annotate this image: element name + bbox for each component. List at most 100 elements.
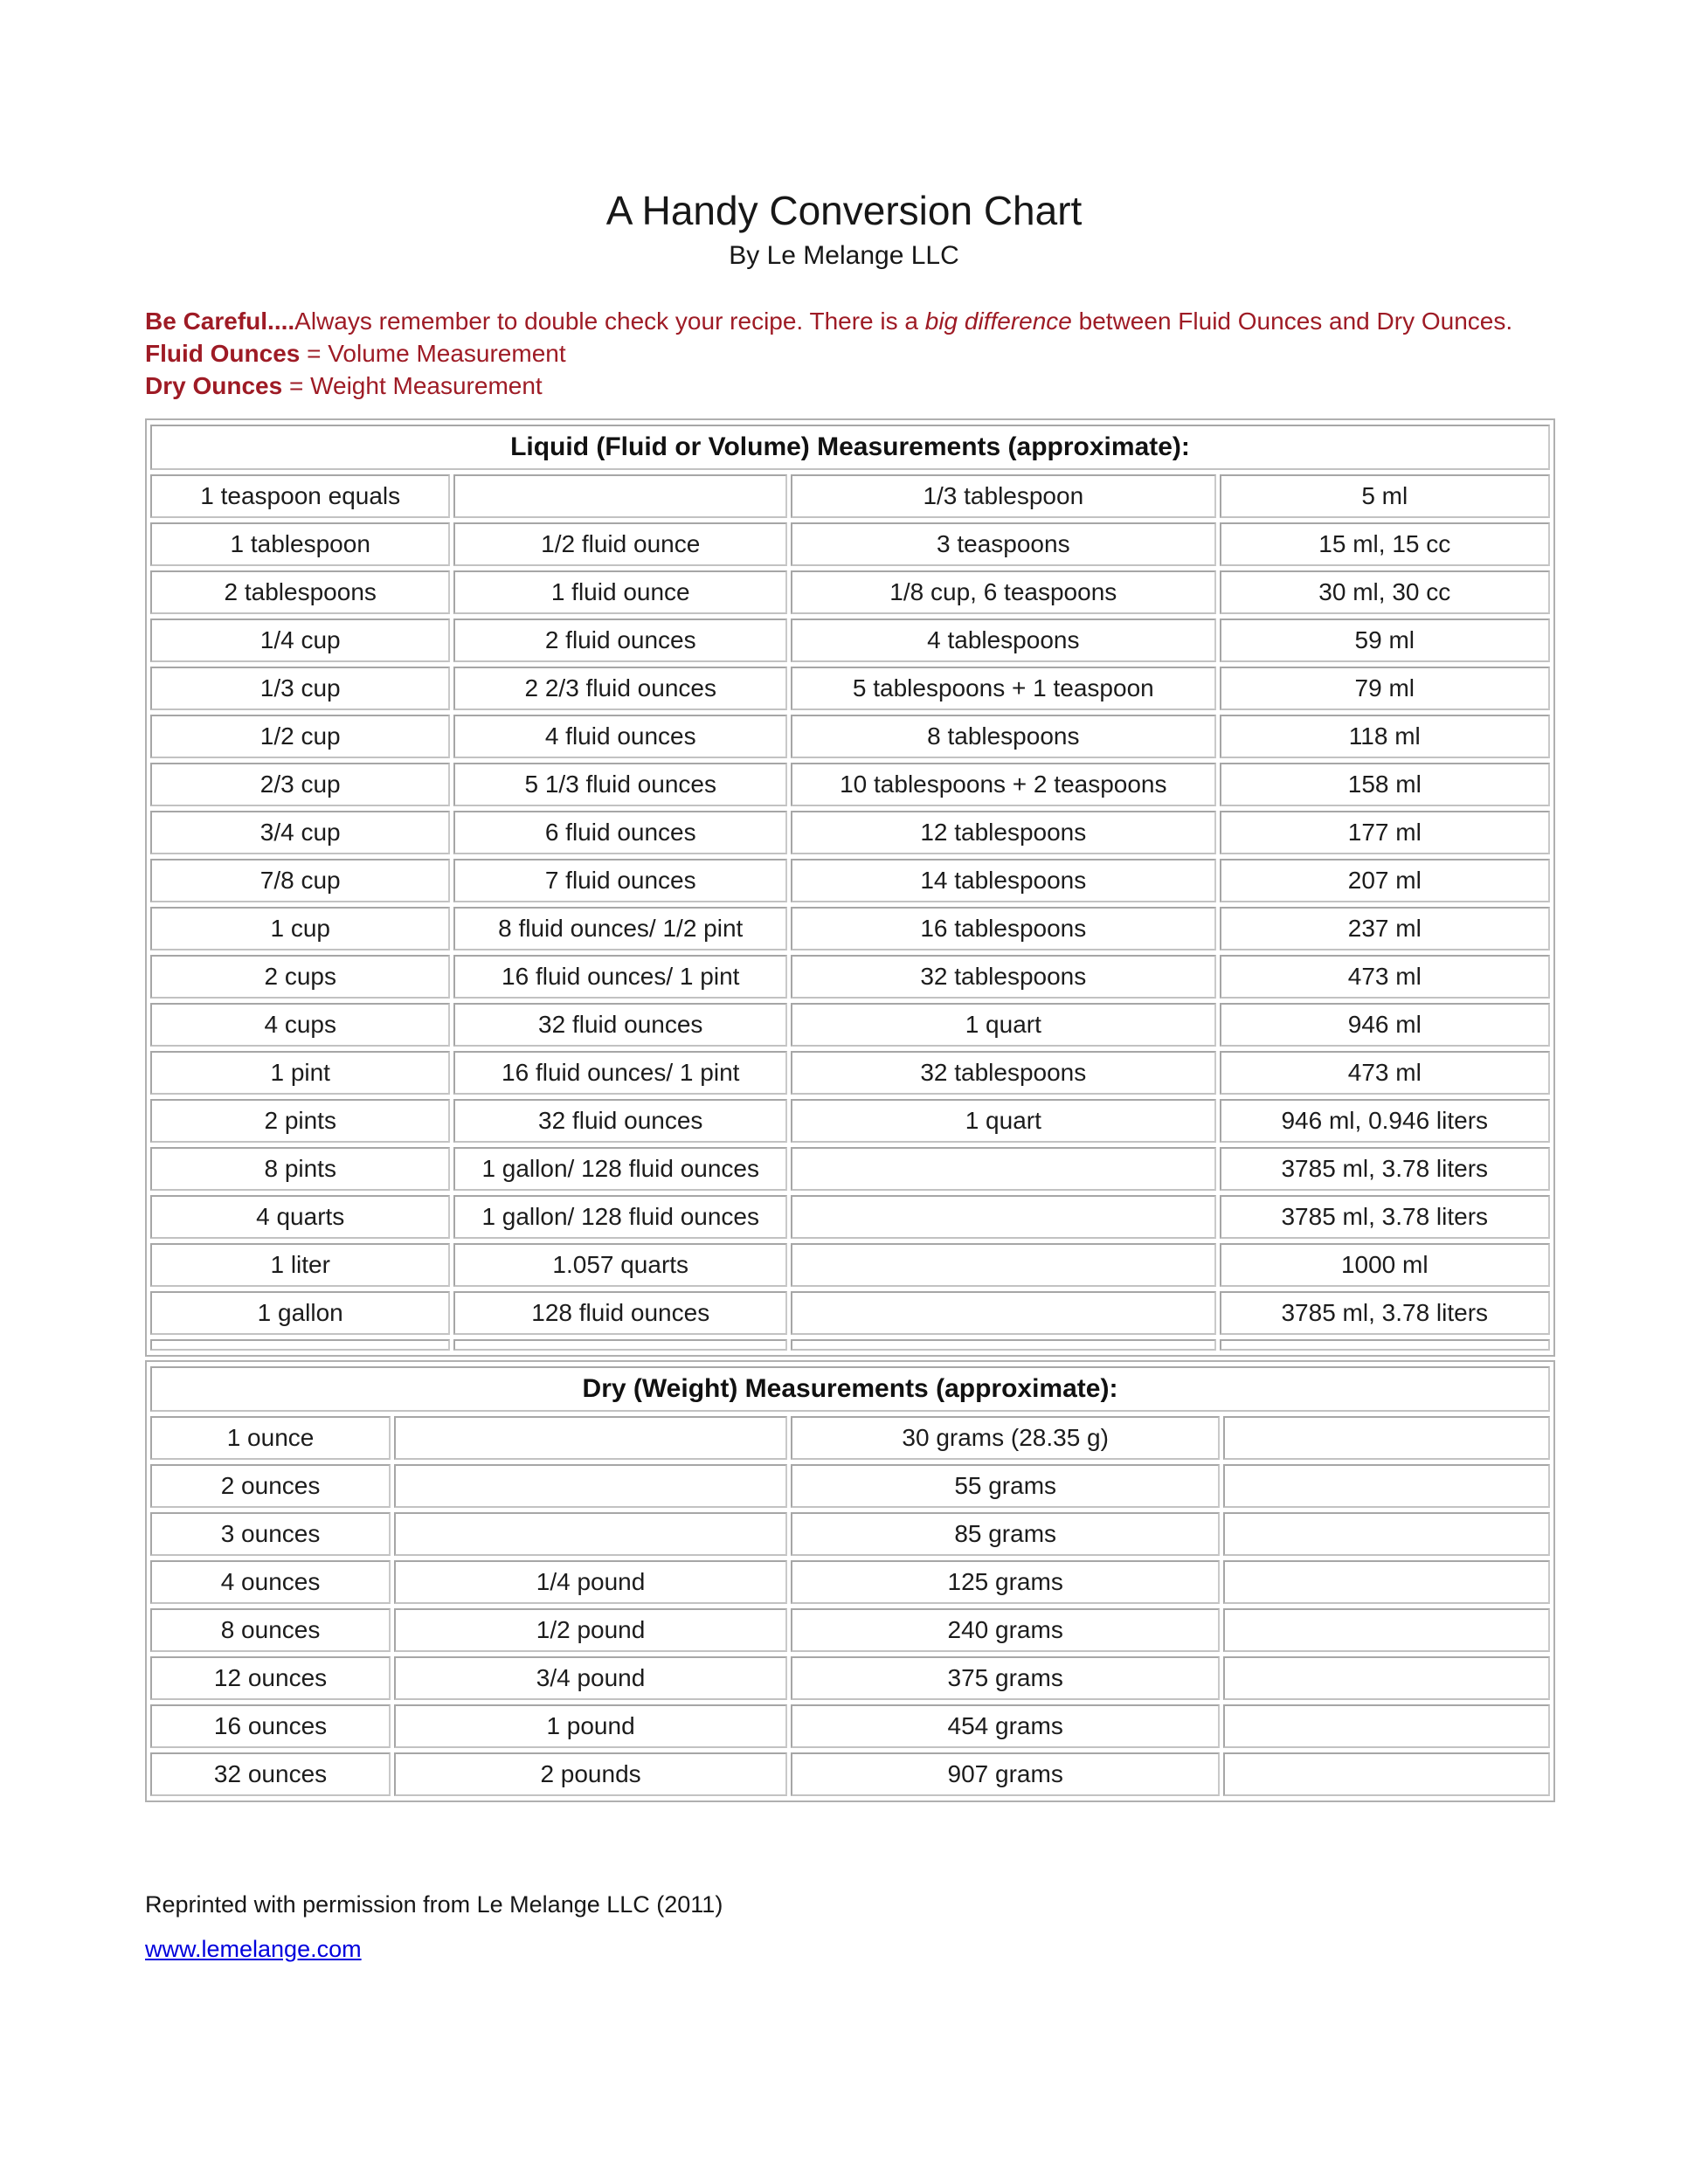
table-cell: 1/3 tablespoon	[791, 473, 1216, 518]
table-cell: 1 teaspoon equals	[150, 473, 451, 518]
table-cell: 30 ml, 30 cc	[1219, 570, 1550, 614]
table-cell: 473 ml	[1219, 954, 1550, 999]
table-cell: 1/4 pound	[394, 1559, 788, 1604]
table-cell	[1223, 1463, 1550, 1508]
table-row: 1 gallon 128 fluid ounces 3785 ml, 3.78 li…	[150, 1290, 1550, 1335]
table-cell: 1.057 quarts	[453, 1242, 788, 1287]
warning-dry-ounces-label: Dry Ounces	[145, 371, 283, 399]
table-cell: 1 tablespoon	[150, 522, 451, 566]
table-cell: 4 ounces	[150, 1559, 391, 1604]
table-row: 2/3 cup 5 1/3 fluid ounces 10 tablespoons …	[150, 762, 1550, 806]
table-cell	[1223, 1704, 1550, 1748]
table-cell	[453, 473, 788, 518]
table-cell: 2 ounces	[150, 1463, 391, 1508]
table-cell: 79 ml	[1219, 666, 1550, 710]
dry-table-header-row: Dry (Weight) Measurements (approximate):	[150, 1365, 1550, 1412]
table-cell: 32 ounces	[150, 1752, 391, 1796]
table-cell: 1/2 cup	[150, 714, 451, 758]
table-cell	[1223, 1511, 1550, 1556]
footer-link[interactable]: www.lemelange.com	[145, 1936, 362, 1963]
table-row: 12 ounces 3/4 pound 375 grams	[150, 1655, 1550, 1700]
table-cell	[1219, 1338, 1550, 1351]
table-cell	[791, 1194, 1216, 1239]
table-cell: 128 fluid ounces	[453, 1290, 788, 1335]
table-row	[150, 1338, 1550, 1351]
table-cell: 85 grams	[791, 1511, 1221, 1556]
table-row: 1 tablespoon 1/2 fluid ounce 3 teaspoons 15…	[150, 522, 1550, 566]
table-cell: 1/3 cup	[150, 666, 451, 710]
table-cell	[791, 1338, 1216, 1351]
conversion-tables: Liquid (Fluid or Volume) Measurements (a…	[145, 418, 1555, 1802]
table-cell: 15 ml, 15 cc	[1219, 522, 1550, 566]
warning-big-difference: big difference	[924, 307, 1072, 335]
table-cell: 1/2 pound	[394, 1607, 788, 1652]
table-cell	[453, 1338, 788, 1351]
table-cell: 8 tablespoons	[791, 714, 1216, 758]
table-cell: 2 tablespoons	[150, 570, 451, 614]
table-cell	[1223, 1607, 1550, 1652]
table-cell: 16 ounces	[150, 1704, 391, 1748]
table-cell: 8 pints	[150, 1146, 451, 1191]
table-cell: 1 pint	[150, 1050, 451, 1095]
warning-line1-end: between Fluid Ounces and Dry Ounces.	[1071, 307, 1513, 335]
table-cell: 473 ml	[1219, 1050, 1550, 1095]
table-cell: 1 quart	[791, 1002, 1216, 1047]
table-cell: 375 grams	[791, 1655, 1221, 1700]
table-cell: 3 teaspoons	[791, 522, 1216, 566]
table-cell: 14 tablespoons	[791, 858, 1216, 902]
table-cell: 1000 ml	[1219, 1242, 1550, 1287]
liquid-measurements-table: Liquid (Fluid or Volume) Measurements (a…	[145, 418, 1555, 1357]
page-title: A Handy Conversion Chart	[605, 188, 1083, 233]
table-cell: 5 tablespoons + 1 teaspoon	[791, 666, 1216, 710]
table-cell: 2 cups	[150, 954, 451, 999]
table-cell: 4 quarts	[150, 1194, 451, 1239]
table-cell: 207 ml	[1219, 858, 1550, 902]
table-cell	[150, 1338, 451, 1351]
table-cell: 2/3 cup	[150, 762, 451, 806]
table-cell: 4 cups	[150, 1002, 451, 1047]
table-row: 1/3 cup 2 2/3 fluid ounces 5 tablespoons +…	[150, 666, 1550, 710]
table-cell	[1223, 1559, 1550, 1604]
table-cell: 8 ounces	[150, 1607, 391, 1652]
table-row: 8 pints 1 gallon/ 128 fluid ounces 3785 ml…	[150, 1146, 1550, 1191]
table-cell: 7 fluid ounces	[453, 858, 788, 902]
dry-table-header: Dry (Weight) Measurements (approximate):	[150, 1365, 1550, 1412]
table-cell: 125 grams	[791, 1559, 1221, 1604]
table-cell: 32 fluid ounces	[453, 1002, 788, 1047]
table-cell: 1 pound	[394, 1704, 788, 1748]
table-row: 16 ounces 1 pound 454 grams	[150, 1704, 1550, 1748]
table-row: 3 ounces 85 grams	[150, 1511, 1550, 1556]
table-cell: 16 tablespoons	[791, 906, 1216, 950]
warning-text: Be Careful....Always remember to double …	[145, 306, 1566, 403]
table-cell: 3785 ml, 3.78 liters	[1219, 1146, 1550, 1191]
table-cell: 1 cup	[150, 906, 451, 950]
table-cell	[394, 1463, 788, 1508]
table-cell: 7/8 cup	[150, 858, 451, 902]
table-row: 1 pint 16 fluid ounces/ 1 pint 32 tablespo…	[150, 1050, 1550, 1095]
liquid-table-header-row: Liquid (Fluid or Volume) Measurements (a…	[150, 424, 1550, 470]
table-cell: 5 1/3 fluid ounces	[453, 762, 788, 806]
table-cell: 5 ml	[1219, 473, 1550, 518]
warning-dry-ounces-def: = Weight Measurement	[282, 371, 543, 399]
table-row: 2 ounces 55 grams	[150, 1463, 1550, 1508]
table-cell: 1 fluid ounce	[453, 570, 788, 614]
table-cell	[791, 1290, 1216, 1335]
table-cell: 1 gallon/ 128 fluid ounces	[453, 1194, 788, 1239]
table-cell: 2 2/3 fluid ounces	[453, 666, 788, 710]
table-cell: 55 grams	[791, 1463, 1221, 1508]
table-row: 8 ounces 1/2 pound 240 grams	[150, 1607, 1550, 1652]
table-row: 4 quarts 1 gallon/ 128 fluid ounces 3785 m…	[150, 1194, 1550, 1239]
table-row: 3/4 cup 6 fluid ounces 12 tablespoons 177 m…	[150, 810, 1550, 854]
liquid-table-partial-row	[150, 1338, 1550, 1351]
table-cell	[791, 1146, 1216, 1191]
table-row: 1/2 cup 4 fluid ounces 8 tablespoons 118 ml	[150, 714, 1550, 758]
table-row: 2 pints 32 fluid ounces 1 quart 946 ml, 0.9…	[150, 1098, 1550, 1143]
table-cell	[1223, 1752, 1550, 1796]
table-cell: 16 fluid ounces/ 1 pint	[453, 1050, 788, 1095]
table-cell: 1 quart	[791, 1098, 1216, 1143]
page-subtitle: By Le Melange LLC	[729, 240, 959, 270]
table-cell: 3785 ml, 3.78 liters	[1219, 1290, 1550, 1335]
dry-measurements-table: Dry (Weight) Measurements (approximate):…	[145, 1359, 1555, 1802]
table-cell: 4 tablespoons	[791, 618, 1216, 662]
table-cell	[394, 1415, 788, 1460]
